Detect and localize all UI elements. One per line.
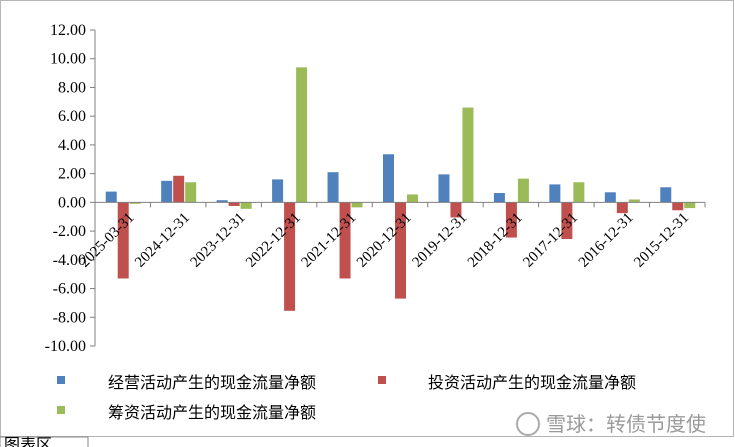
bar	[573, 182, 585, 203]
bar	[351, 202, 363, 208]
bar	[672, 202, 684, 211]
bar	[438, 174, 450, 203]
bar	[660, 187, 672, 203]
y-tick-label: 10.00	[50, 51, 86, 68]
bar	[272, 179, 284, 203]
bar	[240, 202, 252, 209]
bar	[604, 192, 616, 203]
bar	[173, 175, 185, 203]
bottom-tab[interactable]: 图表区	[0, 435, 89, 447]
y-tick-label: 12.00	[50, 22, 86, 39]
bar	[185, 182, 197, 203]
bar	[493, 193, 505, 203]
bar	[561, 202, 573, 239]
y-tick-label: 0.00	[58, 194, 86, 211]
bar	[395, 202, 406, 299]
bar	[383, 154, 394, 203]
y-tick-label: 2.00	[58, 166, 86, 183]
bottom-tab-label: 图表区	[4, 435, 52, 447]
y-tick-label: -6.00	[53, 281, 86, 298]
bar	[549, 184, 561, 203]
watermark-text: 雪球：转债节度使	[546, 412, 706, 436]
bar	[517, 178, 529, 203]
bar	[628, 199, 640, 203]
y-tick-label: -4.00	[53, 252, 86, 269]
bar	[216, 200, 228, 203]
bar	[684, 202, 696, 209]
legend-label: 投资活动产生的现金流量净额	[428, 373, 636, 392]
bar	[327, 172, 339, 203]
bar	[616, 202, 628, 214]
bar	[284, 202, 296, 311]
bar	[129, 202, 141, 204]
bar	[296, 67, 308, 203]
y-tick-label: -8.00	[53, 309, 86, 326]
y-tick-label: -2.00	[53, 223, 86, 240]
bar	[339, 202, 351, 279]
watermark-logo-icon	[516, 412, 540, 436]
bar	[117, 202, 129, 279]
bar	[161, 180, 173, 203]
legend-label: 筹资活动产生的现金流量净额	[108, 403, 316, 422]
bar	[505, 202, 517, 238]
y-tick-label: 8.00	[58, 79, 86, 96]
legend-swatch	[378, 376, 386, 384]
y-tick-label: 4.00	[58, 137, 86, 154]
bar	[407, 194, 418, 203]
y-tick-label: 6.00	[58, 108, 86, 125]
bar	[228, 202, 240, 206]
bottom-tab-box	[0, 436, 89, 447]
legend-label: 经营活动产生的现金流量净额	[108, 373, 316, 392]
legend-swatch	[57, 376, 65, 384]
legend-swatch	[57, 406, 65, 414]
watermark: 雪球：转债节度使	[516, 412, 706, 436]
bar	[462, 107, 474, 203]
bar	[105, 191, 117, 203]
bar	[450, 202, 462, 218]
y-tick-label: -10.00	[45, 338, 86, 355]
